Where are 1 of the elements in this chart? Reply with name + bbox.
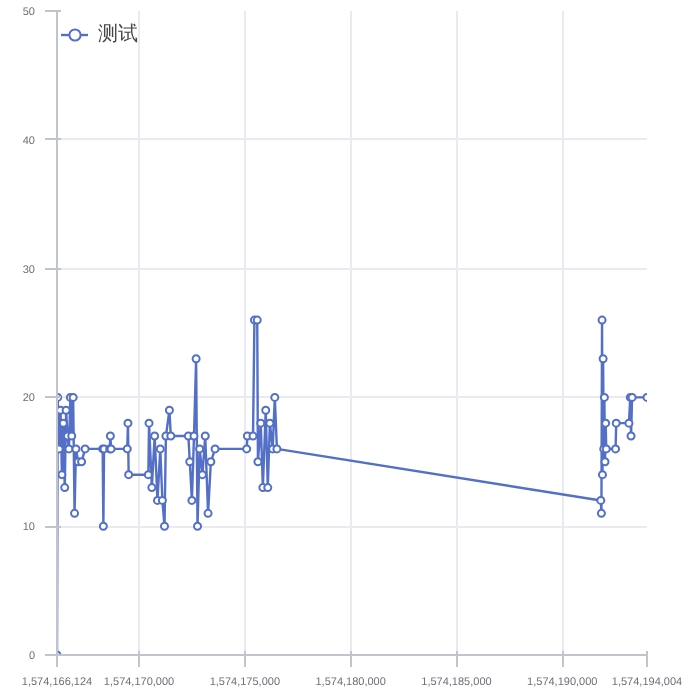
legend-label: 测试 xyxy=(98,21,138,48)
